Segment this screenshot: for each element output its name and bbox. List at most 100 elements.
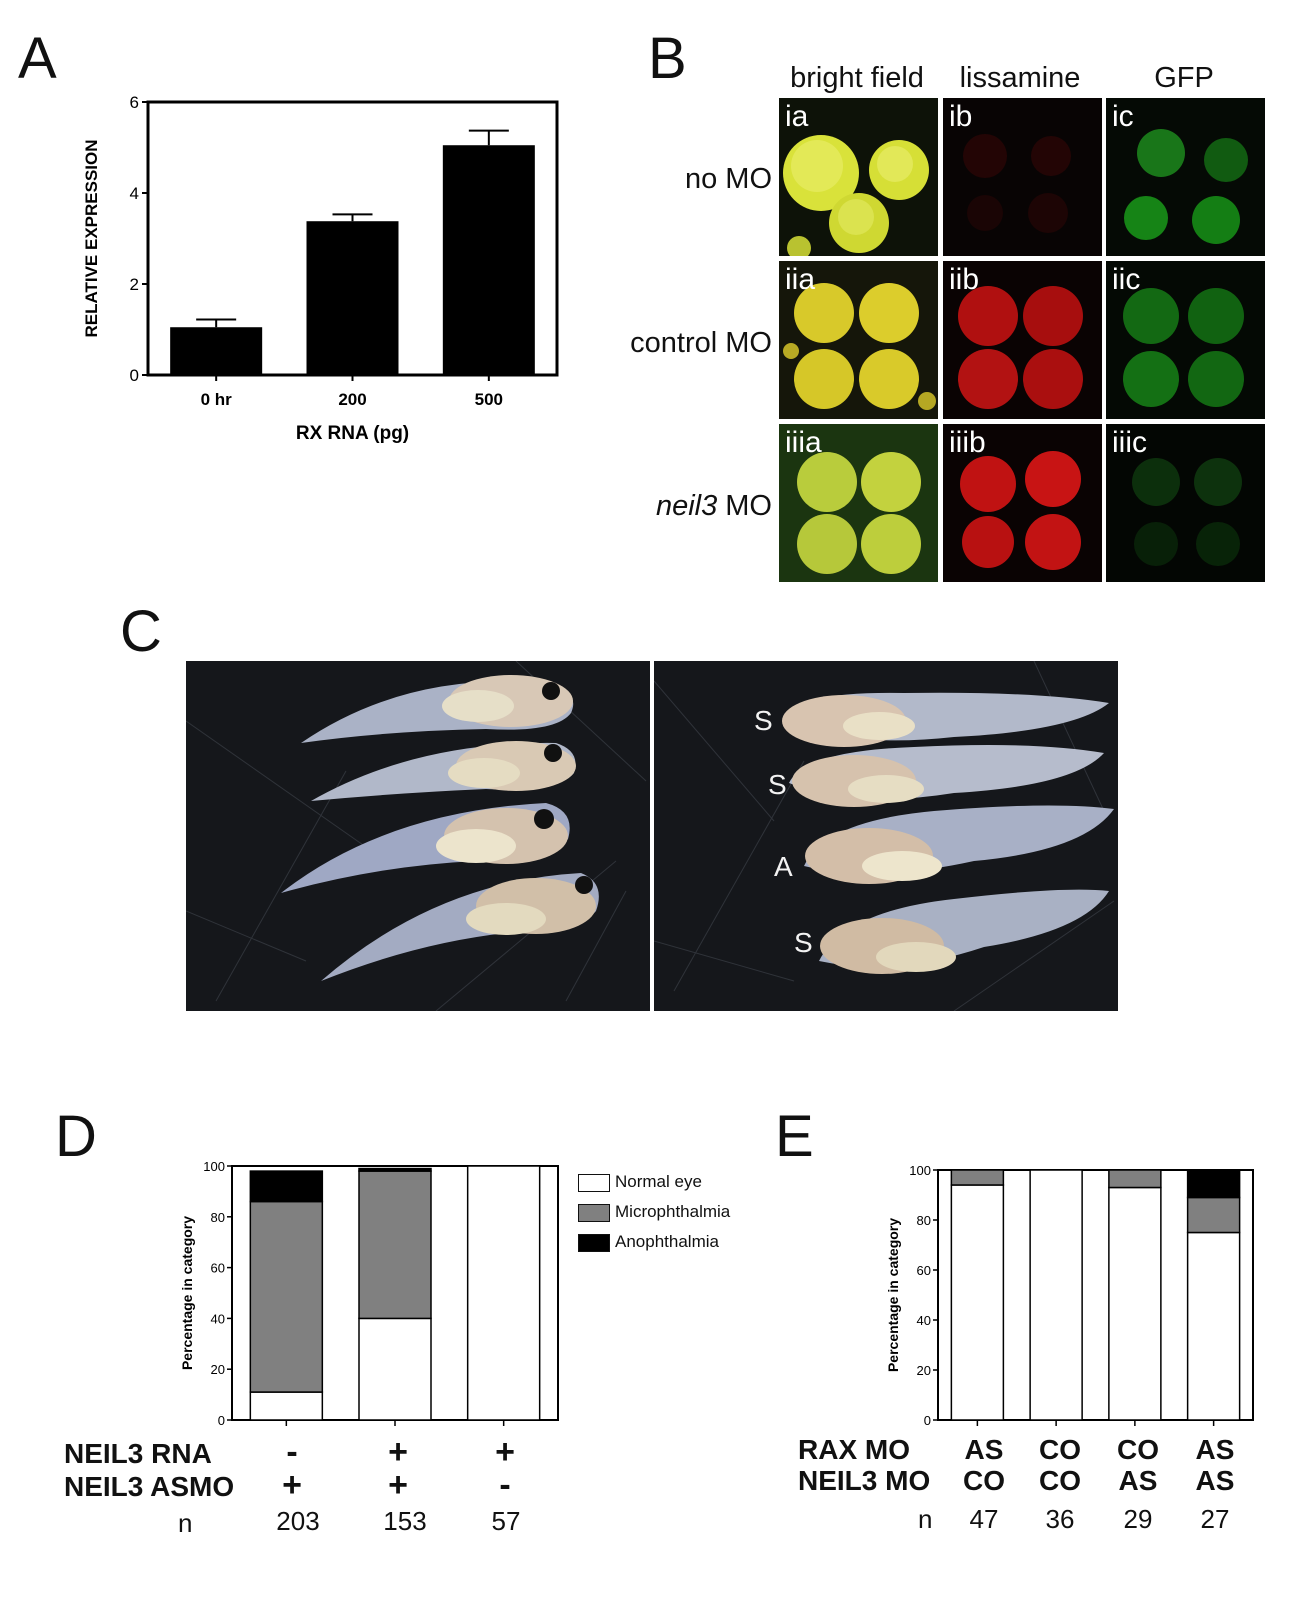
- n-value-e-1: 47: [969, 1504, 999, 1534]
- condition-label-neil3-mo: NEIL3 MO: [798, 1465, 931, 1496]
- y-tick-label-d: 20: [211, 1362, 225, 1377]
- condition-label-neil3-rna: NEIL3 RNA: [64, 1438, 212, 1469]
- y-tick-label-e: 100: [909, 1163, 931, 1178]
- y-axis-label-d: Percentage in category: [179, 1216, 195, 1370]
- bar-a: [306, 221, 399, 375]
- tile-label-ib: ib: [949, 100, 973, 133]
- panel-e-stacked-bar-chart: 0 20 40 60 80 100 Percentage in category: [885, 1163, 1254, 1428]
- n-value-d-3: 57: [491, 1506, 521, 1536]
- phenotype-label-2: S: [768, 769, 787, 800]
- condition-label-rax-mo: RAX MO: [798, 1434, 910, 1465]
- micrograph-ic: ic: [1106, 98, 1265, 256]
- legend-swatch-microphthalmia: [578, 1204, 610, 1222]
- micrograph-iib: iib: [943, 261, 1102, 419]
- condition-e-neil3-4: AS: [1195, 1465, 1235, 1496]
- y-tick-label-d: 0: [218, 1413, 225, 1428]
- n-value-d-1: 203: [276, 1506, 320, 1536]
- n-label-d: n: [178, 1508, 193, 1538]
- condition-d-asmo-2: +: [388, 1466, 408, 1504]
- y-axis-label-e: Percentage in category: [885, 1218, 901, 1372]
- legend-label-normal-eye: Normal eye: [615, 1172, 702, 1191]
- micrograph-iiia: iiia: [779, 424, 938, 582]
- bar-segment-d: [249, 1391, 324, 1421]
- panel-d-stacked-bar-chart: 0 20 40 60 80 100 Percentage in category: [179, 1159, 559, 1428]
- n-label-e: n: [918, 1504, 933, 1534]
- condition-d-asmo-1: +: [282, 1466, 302, 1504]
- bar-segment-d: [358, 1317, 432, 1421]
- row-label-suffix: MO: [717, 490, 772, 522]
- x-axis-label-a: RX RNA (pg): [296, 423, 409, 444]
- column-header-gfp: GFP: [1154, 62, 1214, 94]
- bar-segment-d: [466, 1165, 541, 1421]
- condition-e-rax-3: CO: [1117, 1434, 1159, 1465]
- y-tick-label-a: 0: [130, 366, 139, 385]
- y-tick-label-e: 0: [924, 1413, 931, 1428]
- n-value-e-3: 29: [1123, 1504, 1153, 1534]
- legend-swatch-normal-eye: [578, 1174, 610, 1192]
- bar-segment-e: [1186, 1169, 1241, 1199]
- micrograph-iia: iia: [779, 261, 938, 419]
- condition-e-rax-1: AS: [964, 1434, 1004, 1465]
- x-tick-label-a: 500: [475, 390, 503, 409]
- condition-e-neil3-1: CO: [963, 1465, 1005, 1496]
- y-tick-label-e: 40: [917, 1313, 931, 1328]
- row-label-no-mo: no MO: [684, 163, 772, 195]
- bar-segment-e: [1029, 1169, 1083, 1421]
- tadpole-photo-right: S S A S: [654, 661, 1118, 1011]
- condition-e-rax-2: CO: [1039, 1434, 1081, 1465]
- x-tick-label-a: 0 hr: [201, 390, 233, 409]
- tile-label-iiib: iiib: [949, 426, 986, 459]
- phenotype-label-1: S: [754, 705, 773, 736]
- micrograph-ib: ib: [943, 98, 1102, 256]
- legend-swatch-anophthalmia: [578, 1234, 610, 1252]
- bar-segment-e: [1186, 1196, 1241, 1234]
- column-header-bright-field: bright field: [790, 62, 924, 94]
- phenotype-label-3: A: [774, 851, 793, 882]
- n-value-e-4: 27: [1200, 1504, 1230, 1534]
- row-label-neil3-mo: neil3 MO: [572, 490, 772, 523]
- column-header-lissamine: lissamine: [959, 62, 1081, 94]
- y-axis-label-a: RELATIVE EXPRESSION: [82, 139, 101, 337]
- bar-segment-e: [950, 1169, 1005, 1186]
- tadpole-photo-left: [186, 661, 650, 1011]
- micrograph-ia: ia: [779, 98, 938, 256]
- y-tick-label-d: 60: [211, 1261, 225, 1276]
- legend-label-microphthalmia: Microphthalmia: [615, 1202, 731, 1221]
- tile-label-iiia: iiia: [785, 426, 822, 459]
- bar-segment-e: [1108, 1169, 1162, 1189]
- panel-e-letter: E: [775, 1104, 814, 1169]
- bar-segment-e: [950, 1184, 1005, 1421]
- micrograph-iiic: iiic: [1106, 424, 1265, 582]
- condition-d-rna-1: -: [286, 1433, 298, 1471]
- bar-segment-d: [249, 1200, 324, 1393]
- bar-a: [170, 327, 263, 375]
- bar-a: [442, 145, 535, 375]
- tile-label-ic: ic: [1112, 100, 1134, 133]
- panel-a-bar-chart: 0 2 4 6 0 hr 200 500 RX RNA (pg) RELATIVE EXPRES…: [82, 93, 559, 444]
- panel-a-letter: A: [18, 26, 57, 91]
- y-tick-label-d: 80: [211, 1210, 225, 1225]
- y-tick-label-e: 60: [917, 1263, 931, 1278]
- y-tick-label-a: 4: [130, 184, 139, 203]
- y-tick-label-e: 80: [917, 1213, 931, 1228]
- n-value-e-2: 36: [1045, 1504, 1075, 1534]
- condition-d-rna-3: +: [495, 1433, 515, 1471]
- micrograph-iiib: iiib: [943, 424, 1102, 582]
- panel-c-letter: C: [120, 599, 162, 664]
- bar-segment-d: [358, 1170, 432, 1320]
- condition-e-rax-4: AS: [1195, 1434, 1235, 1465]
- tile-label-iic: iic: [1112, 263, 1141, 296]
- bar-segment-e: [1186, 1231, 1241, 1421]
- condition-label-neil3-asmo: NEIL3 ASMO: [64, 1471, 235, 1502]
- y-tick-label-d: 40: [211, 1311, 225, 1326]
- gene-name-italic: neil3: [655, 490, 718, 522]
- bar-segment-e: [1108, 1186, 1162, 1421]
- condition-e-neil3-2: CO: [1039, 1465, 1081, 1496]
- y-tick-label-e: 20: [917, 1363, 931, 1378]
- tile-label-iiic: iiic: [1112, 426, 1147, 459]
- y-tick-label-d: 100: [203, 1159, 225, 1174]
- bar-segment-d: [358, 1167, 432, 1172]
- panel-b-letter: B: [648, 26, 687, 91]
- n-value-d-2: 153: [383, 1506, 427, 1536]
- y-tick-label-a: 6: [130, 93, 139, 112]
